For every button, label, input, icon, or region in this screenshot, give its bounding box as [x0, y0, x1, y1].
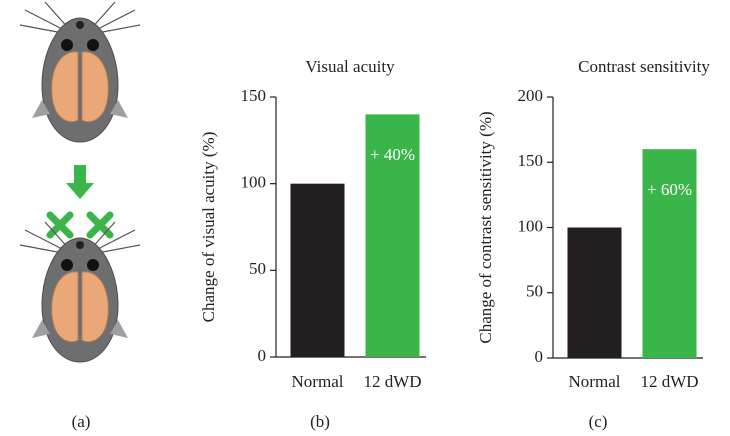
- y-tick-label: 50: [526, 282, 543, 301]
- y-tick-label: 150: [241, 86, 267, 105]
- annotation: + 60%: [647, 180, 692, 199]
- y-tick-label: 150: [518, 151, 544, 170]
- y-axis-label: Change of visual acuity (%): [199, 132, 218, 323]
- y-tick-label: 200: [518, 86, 544, 105]
- bar: [567, 227, 622, 358]
- y-tick-label: 0: [258, 346, 267, 365]
- x-tick-label: Normal: [569, 372, 621, 391]
- panel-label: (a): [72, 412, 91, 431]
- panel-label: (c): [589, 412, 608, 431]
- y-tick-label: 100: [518, 216, 544, 235]
- y-axis-label: Change of contrast sensitivity (%): [476, 111, 495, 343]
- y-tick-label: 50: [249, 259, 266, 278]
- y-tick-label: 0: [535, 347, 544, 366]
- x-tick-label: 12 dWD: [640, 372, 698, 391]
- y-tick-label: 100: [241, 173, 267, 192]
- bar: [365, 114, 420, 357]
- panel-label: (b): [310, 412, 330, 431]
- x-tick-label: 12 dWD: [363, 372, 421, 391]
- mouse-illustration: [19, 1, 141, 363]
- x-tick-label: Normal: [292, 372, 344, 391]
- chart-title: Contrast sensitivity: [578, 57, 710, 76]
- chart-title: Visual acuity: [305, 57, 395, 76]
- bar: [290, 183, 345, 357]
- bar: [642, 149, 697, 358]
- annotation: + 40%: [370, 145, 415, 164]
